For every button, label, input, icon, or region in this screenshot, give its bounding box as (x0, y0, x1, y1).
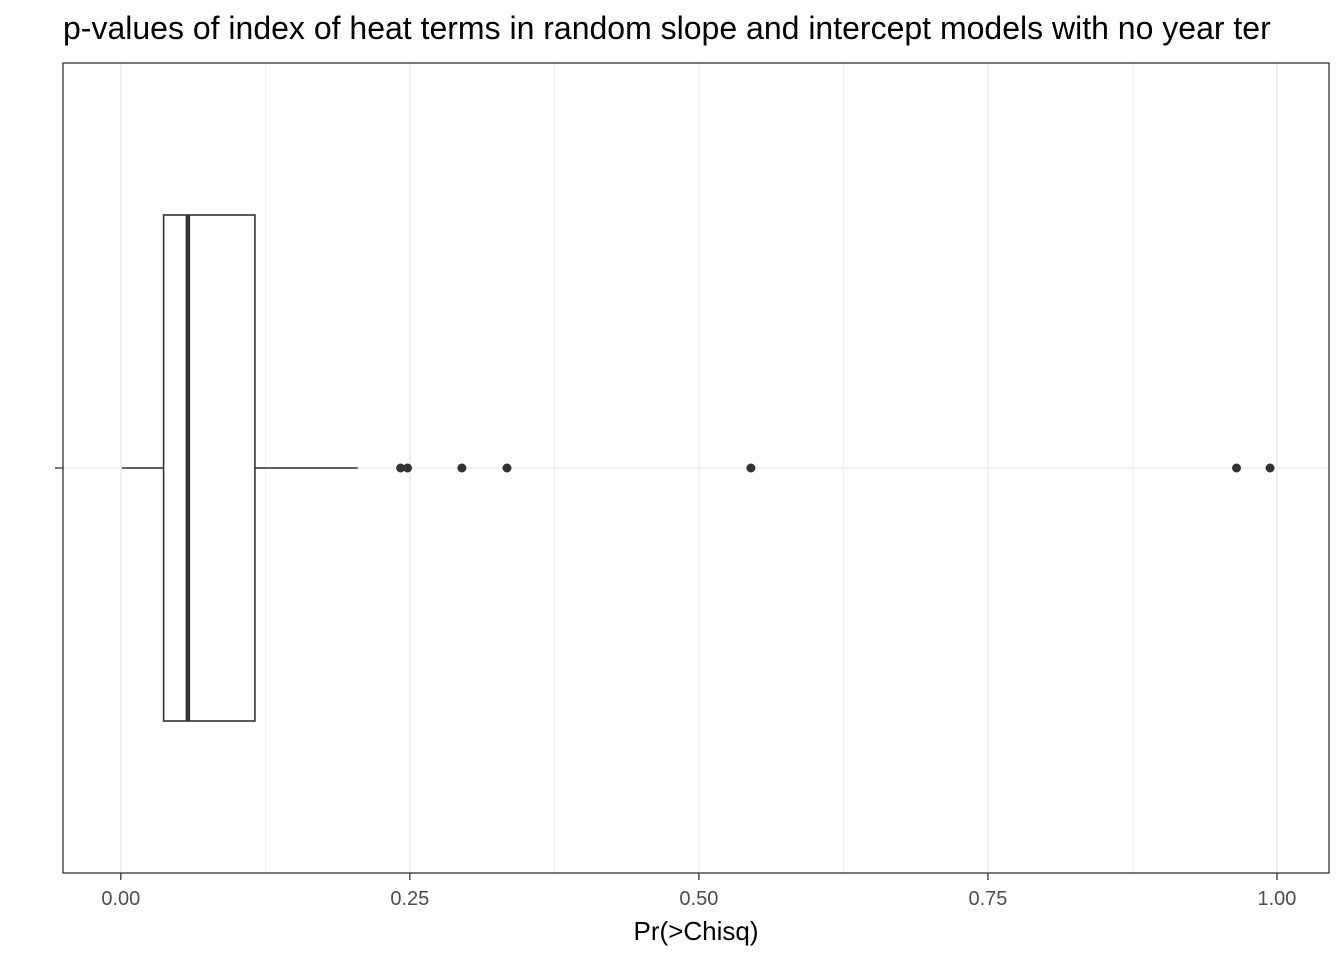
x-tick-label: 0.00 (101, 888, 140, 910)
outlier-point (502, 463, 512, 473)
outlier-point (403, 463, 413, 473)
outlier-point (746, 463, 756, 473)
x-tick-label: 1.00 (1258, 888, 1297, 910)
outlier-point (457, 463, 467, 473)
chart-title: p-values of index of heat terms in rando… (63, 10, 1271, 46)
x-tick-label: 0.75 (968, 888, 1007, 910)
x-tick-label: 0.25 (390, 888, 429, 910)
boxplot (121, 214, 358, 722)
outliers (396, 463, 1275, 473)
outlier-point (1265, 463, 1275, 473)
x-axis-label: Pr(>Chisq) (634, 916, 759, 946)
outlier-point (1232, 463, 1242, 473)
outlier-point (396, 463, 406, 473)
iqr-box (162, 214, 256, 722)
x-tick-label: 0.50 (679, 888, 718, 910)
x-axis: 0.00 0.25 0.50 0.75 1.00 (55, 467, 1297, 910)
